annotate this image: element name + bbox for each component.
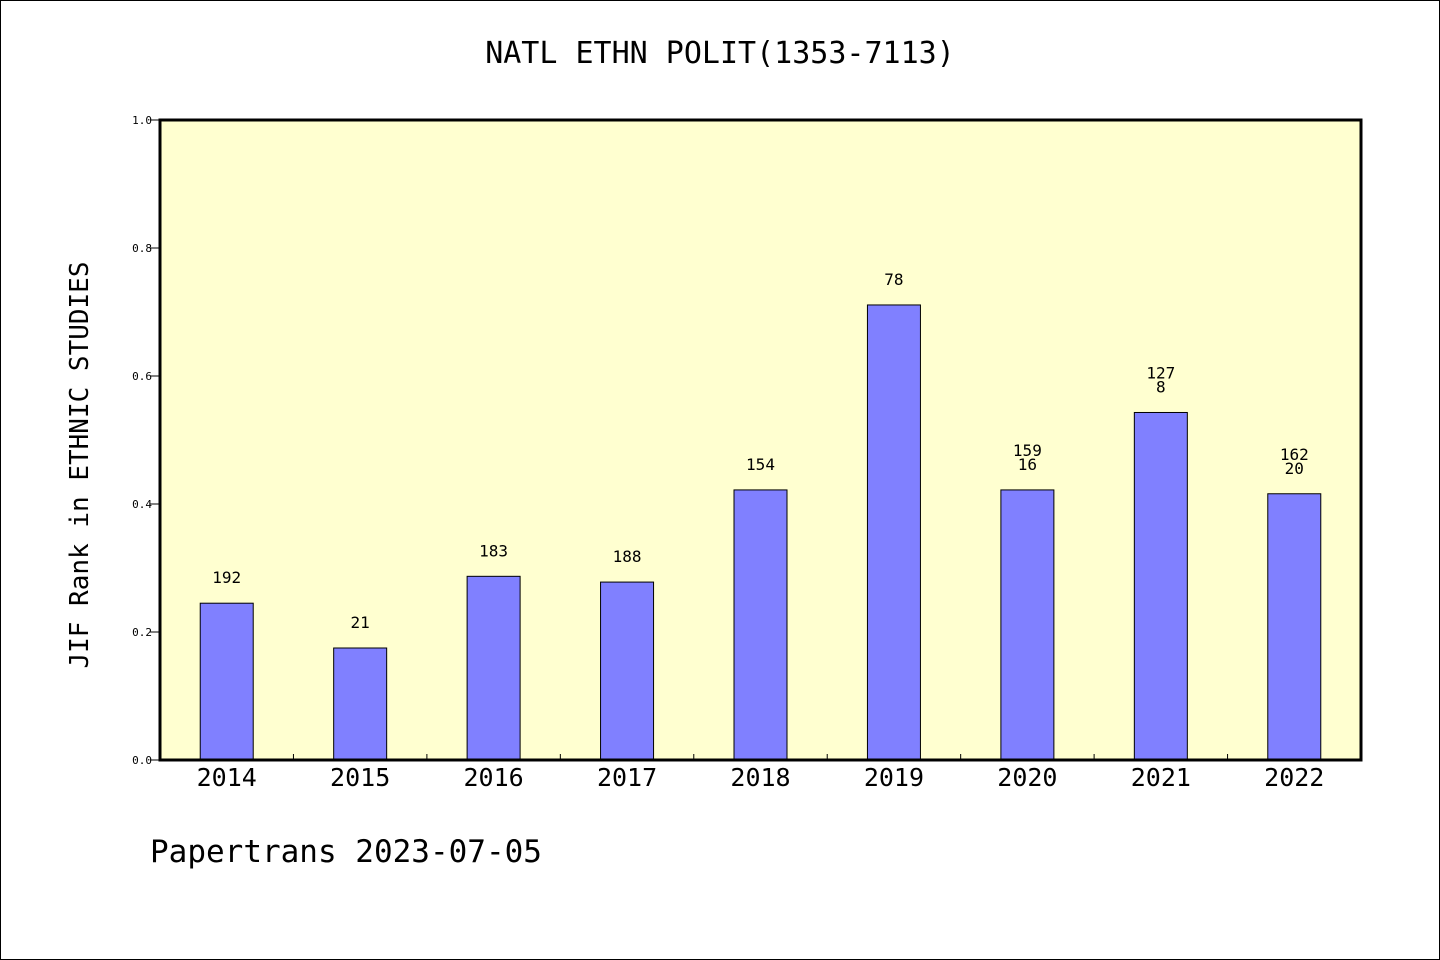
plot-border [158, 118, 1363, 762]
y-tick-label: 0.4 [132, 498, 152, 511]
bar-2014 [199, 602, 254, 761]
bar-label-2021: 127 8 [1146, 363, 1175, 396]
x-tick-label: 2020 [997, 763, 1057, 792]
chart-title: NATL ETHN POLIT(1353-7113) [485, 36, 955, 71]
bar-label-2019: 78 [884, 270, 903, 289]
bar-label-2015: 21 [351, 613, 370, 632]
bar-2022 [1267, 493, 1322, 761]
x-tick-label: 2018 [730, 763, 790, 792]
bar-label-2016: 183 [479, 541, 508, 560]
bar-label-2017: 188 [613, 547, 642, 566]
y-tick-label: 0.2 [132, 626, 152, 639]
bar-data-labels: 192 21 183 188 154 78 159 16 127 8 162 20 [212, 270, 1308, 632]
bar-2018 [733, 489, 788, 761]
y-tick-label: 0.0 [132, 754, 152, 767]
bar-2021 [1133, 411, 1188, 761]
y-tick-label: 1.0 [132, 114, 152, 127]
x-tick-label: 2019 [864, 763, 924, 792]
x-axis-ticks: 2014 2015 2016 2017 2018 2019 2020 2021 2022 [197, 754, 1324, 792]
x-tick-label: 2022 [1264, 763, 1324, 792]
bar-label-2018: 154 [746, 455, 775, 474]
bar-label-2014: 192 [212, 568, 241, 587]
bar-series [199, 304, 1322, 761]
bar-2019 [866, 304, 921, 761]
bar-2016 [466, 575, 521, 761]
x-tick-label: 2016 [464, 763, 524, 792]
bar-label-2022: 162 20 [1280, 445, 1309, 478]
bar-2015 [333, 647, 388, 761]
footer-credit: Papertrans 2023-07-05 [150, 834, 542, 870]
x-tick-label: 2017 [597, 763, 657, 792]
x-tick-label: 2015 [330, 763, 390, 792]
bar-2017 [600, 581, 655, 761]
y-tick-label: 0.8 [132, 242, 152, 255]
x-tick-label: 2014 [197, 763, 257, 792]
bar-label-2020: 159 16 [1013, 441, 1042, 474]
bar-2020 [1000, 489, 1055, 761]
y-tick-label: 0.6 [132, 370, 152, 383]
y-axis-ticks: 0.0 0.2 0.4 0.6 0.8 1.0 [132, 114, 160, 767]
x-tick-label: 2021 [1131, 763, 1191, 792]
